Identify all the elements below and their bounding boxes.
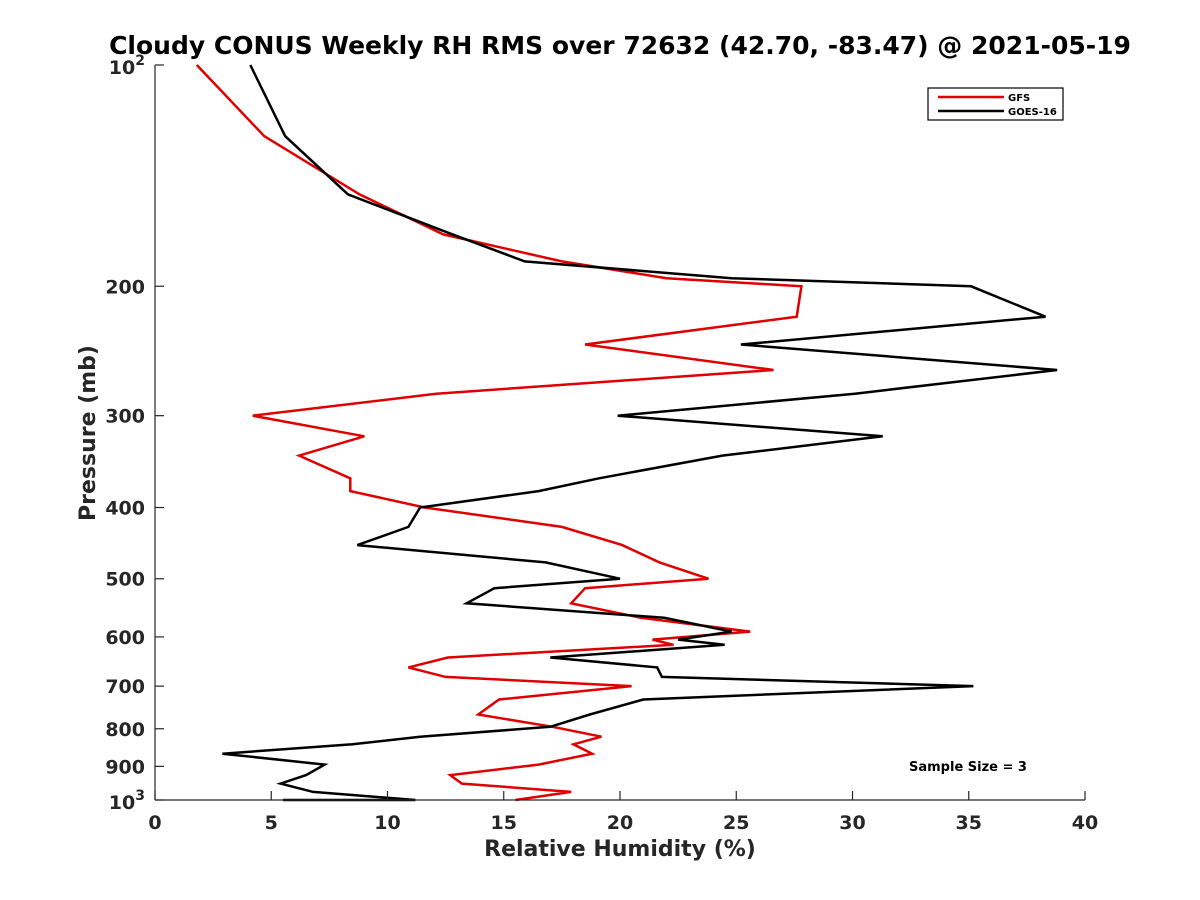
y-axis-label: Pressure (mb) (76, 345, 101, 521)
series-line-goes16 (222, 64, 1058, 802)
legend-box (927, 87, 1064, 121)
chart-title: Cloudy CONUS Weekly RH RMS over 72632 (4… (109, 31, 1131, 60)
x-tick-label-15: 15 (491, 812, 517, 834)
y-tick-label-200: 200 (105, 276, 145, 298)
y-tick-label-600: 600 (105, 627, 145, 649)
y-tick-label-700: 700 (105, 676, 145, 698)
y-tick-label-900: 900 (105, 756, 145, 778)
y-tick-label-100: 102 (109, 53, 145, 79)
y-tick-label-300: 300 (105, 406, 145, 428)
x-tick-label-20: 20 (607, 812, 633, 834)
legend: GFS GOES-16 (927, 87, 1064, 121)
x-tick-label-35: 35 (956, 812, 982, 834)
x-ticks: 0 5 10 15 20 25 30 35 40 (148, 791, 1098, 834)
x-tick-label-5: 5 (265, 812, 278, 834)
x-tick-label-0: 0 (148, 812, 161, 834)
sample-size-annotation: Sample Size = 3 (909, 760, 1027, 775)
x-tick-label-40: 40 (1072, 812, 1098, 834)
y-tick-label-500: 500 (105, 569, 145, 591)
x-axis-label: Relative Humidity (%) (484, 837, 756, 862)
legend-label-gfs: GFS (1008, 93, 1030, 104)
y-tick-label-400: 400 (105, 498, 145, 520)
y-ticks: 200 300 400 500 600 700 800 900 102 103 (105, 53, 164, 814)
y-tick-label-800: 800 (105, 719, 145, 741)
series-layer (195, 64, 1058, 802)
series-line-gfs (195, 64, 803, 802)
x-tick-label-25: 25 (723, 812, 749, 834)
y-tick-label-1000: 103 (109, 788, 145, 814)
x-tick-label-30: 30 (839, 812, 865, 834)
legend-label-goes16: GOES-16 (1008, 107, 1057, 118)
x-tick-label-10: 10 (374, 812, 400, 834)
